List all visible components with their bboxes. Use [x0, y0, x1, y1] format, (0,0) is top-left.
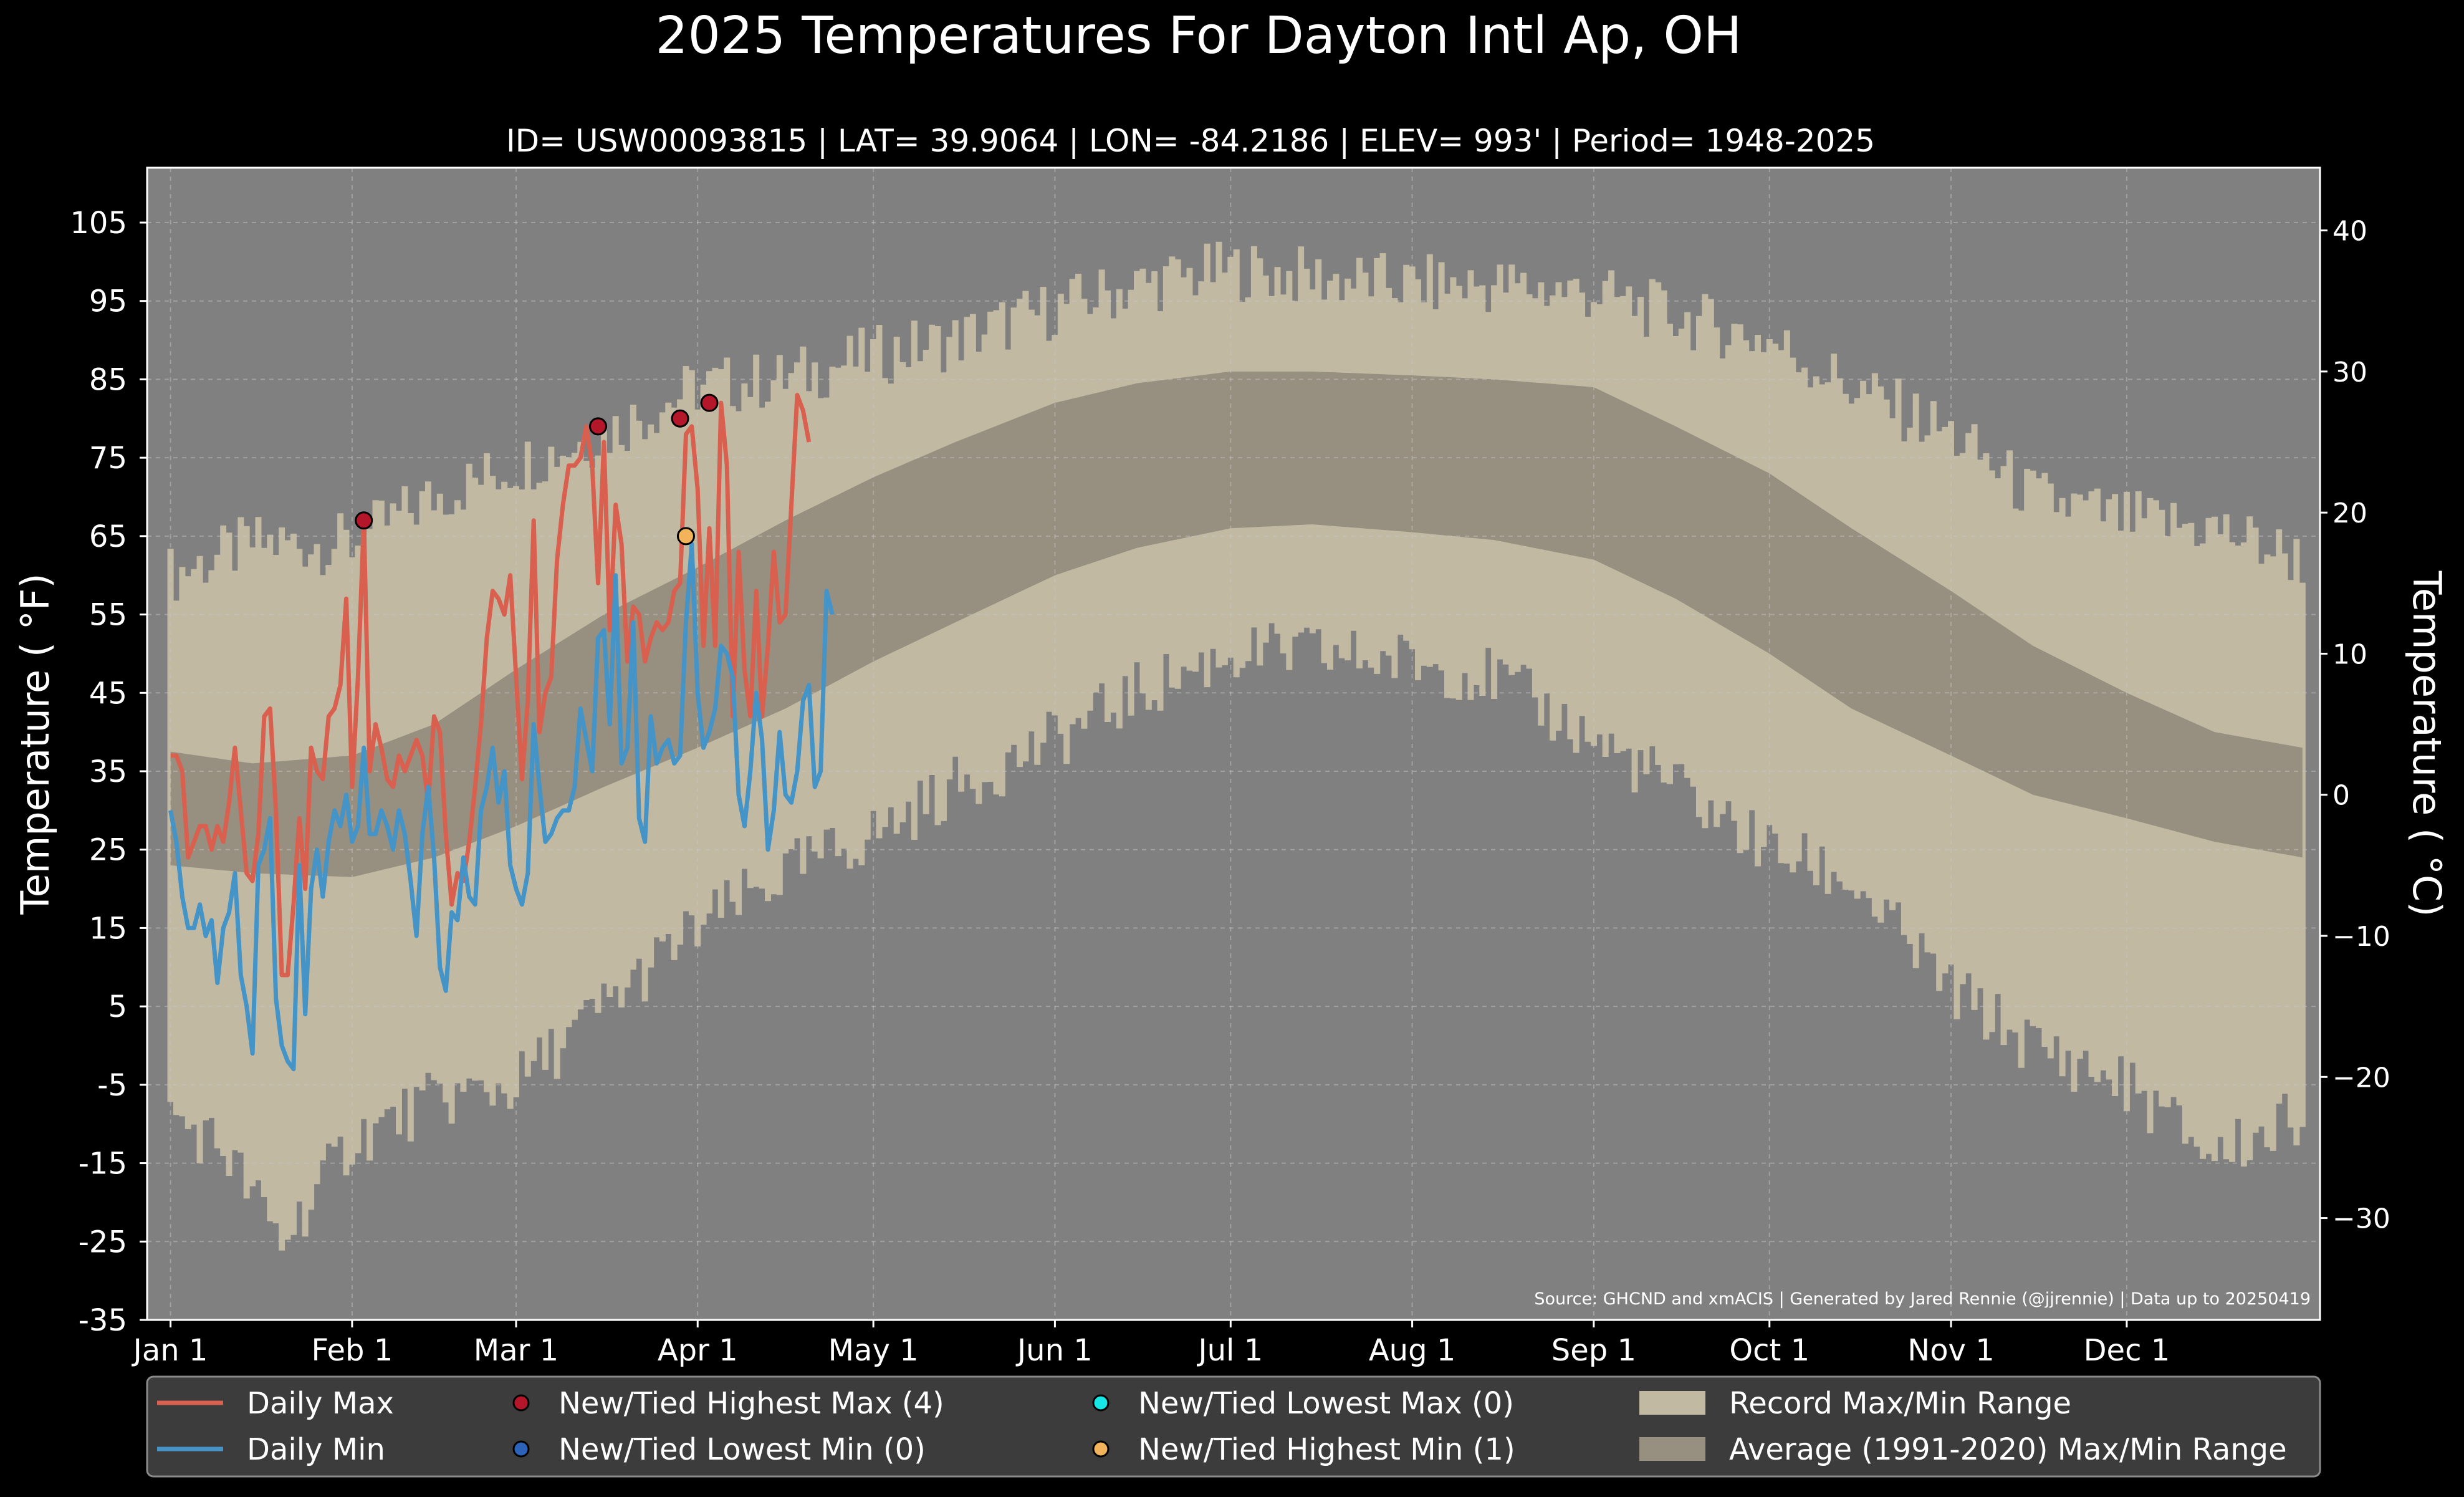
- y-right-tick-label: 10: [2332, 638, 2367, 670]
- x-tick-label: Oct 1: [1729, 1333, 1810, 1368]
- x-tick-label: Sep 1: [1551, 1333, 1636, 1368]
- daily-max-line: [170, 393, 812, 978]
- legend-label: Record Max/Min Range: [1729, 1386, 2071, 1421]
- legend-label: Average (1991-2020) Max/Min Range: [1729, 1432, 2287, 1467]
- marker-new-highest-max: [355, 511, 373, 530]
- x-tick-label: Nov 1: [1907, 1333, 1994, 1368]
- marker-new-highest-min: [676, 527, 695, 546]
- y-right-tick-label: 20: [2332, 498, 2367, 529]
- x-tick-label: Aug 1: [1369, 1333, 1456, 1368]
- x-tick-label: Mar 1: [474, 1333, 558, 1368]
- y-tick-label: -25: [79, 1225, 127, 1259]
- record-markers: [355, 393, 719, 546]
- legend-label: Daily Min: [247, 1432, 385, 1467]
- plot-frame: [146, 166, 2321, 1321]
- x-tick-label: Jan 1: [132, 1333, 208, 1368]
- y-tick-label: -15: [79, 1147, 127, 1182]
- y-tick-label: 5: [108, 989, 127, 1024]
- legend-label: New/Tied Highest Min (1): [1138, 1432, 1515, 1467]
- y-tick-label: -35: [79, 1303, 127, 1338]
- x-tick-label: May 1: [828, 1333, 919, 1368]
- range-bands: [167, 241, 2306, 1251]
- y-right-tick-label: −20: [2332, 1062, 2390, 1094]
- x-tick-label: Feb 1: [311, 1333, 393, 1368]
- y-tick-label: 85: [89, 362, 127, 397]
- legend-box: [146, 1375, 2321, 1478]
- x-tick-label: Apr 1: [658, 1333, 738, 1368]
- legend-label: New/Tied Highest Max (4): [558, 1386, 944, 1421]
- y-right-tick-label: 40: [2332, 216, 2367, 248]
- source-note: Source: GHCND and xmACIS | Generated by …: [1534, 1289, 2311, 1309]
- legend-dot-swatch: [1092, 1440, 1110, 1458]
- marker-new-highest-max: [671, 409, 689, 428]
- y-axis-right-ticks: 40 30 20 10 0 −10 −20 −30: [2320, 216, 2390, 1235]
- marker-new-highest-max: [589, 417, 608, 436]
- y-tick-label: 75: [89, 441, 127, 476]
- legend-dot-swatch: [512, 1440, 530, 1458]
- y-tick-label: 35: [89, 754, 127, 789]
- y-axis-right-label: Temperature ( °C): [2404, 570, 2450, 917]
- y-right-tick-label: −30: [2332, 1203, 2390, 1235]
- legend: Daily Max Daily Min New/Tied Highest Max (…: [157, 1386, 2287, 1467]
- chart-title: 2025 Temperatures For Dayton Intl Ap, OH: [655, 6, 1742, 65]
- y-right-tick-label: 0: [2332, 780, 2350, 812]
- normal-range-band: [170, 371, 2303, 877]
- x-tick-label: Jul 1: [1196, 1333, 1263, 1368]
- legend-patch-swatch: [1639, 1437, 1705, 1461]
- y-right-tick-label: 30: [2332, 357, 2367, 388]
- y-tick-label: 65: [89, 519, 127, 554]
- y-tick-label: 105: [70, 206, 127, 241]
- y-tick-label: 45: [89, 676, 127, 711]
- daily-min-line: [168, 541, 835, 1072]
- chart-subtitle: ID= USW00093815 | LAT= 39.9064 | LON= -8…: [506, 123, 1875, 159]
- legend-label: New/Tied Lowest Min (0): [558, 1432, 926, 1467]
- legend-dot-swatch: [512, 1394, 530, 1412]
- y-axis-left-ticks: 105 95 85 75 65 55 45 35 25 15 5 -5 -15 -25 -35: [70, 206, 147, 1338]
- y-tick-label: 55: [89, 598, 127, 633]
- y-tick-label: 15: [89, 911, 127, 946]
- legend-label: Daily Max: [247, 1386, 394, 1421]
- x-tick-label: Jun 1: [1015, 1333, 1093, 1368]
- y-tick-label: 25: [89, 833, 127, 868]
- legend-label: New/Tied Lowest Max (0): [1138, 1386, 1514, 1421]
- x-axis-ticks: Jan 1 Feb 1 Mar 1 Apr 1 May 1 Jun 1 Jul 1 Aug 1…: [132, 1320, 2170, 1368]
- x-tick-label: Dec 1: [2084, 1333, 2170, 1368]
- y-axis-left-label: Temperature ( °F): [12, 573, 58, 915]
- y-tick-label: 95: [89, 284, 127, 319]
- y-right-tick-label: −10: [2332, 921, 2390, 953]
- marker-new-highest-max: [700, 393, 719, 412]
- y-tick-label: -5: [97, 1068, 127, 1103]
- daily-lines: [168, 393, 835, 1072]
- legend-patch-swatch: [1639, 1391, 1705, 1415]
- legend-dot-swatch: [1092, 1394, 1110, 1412]
